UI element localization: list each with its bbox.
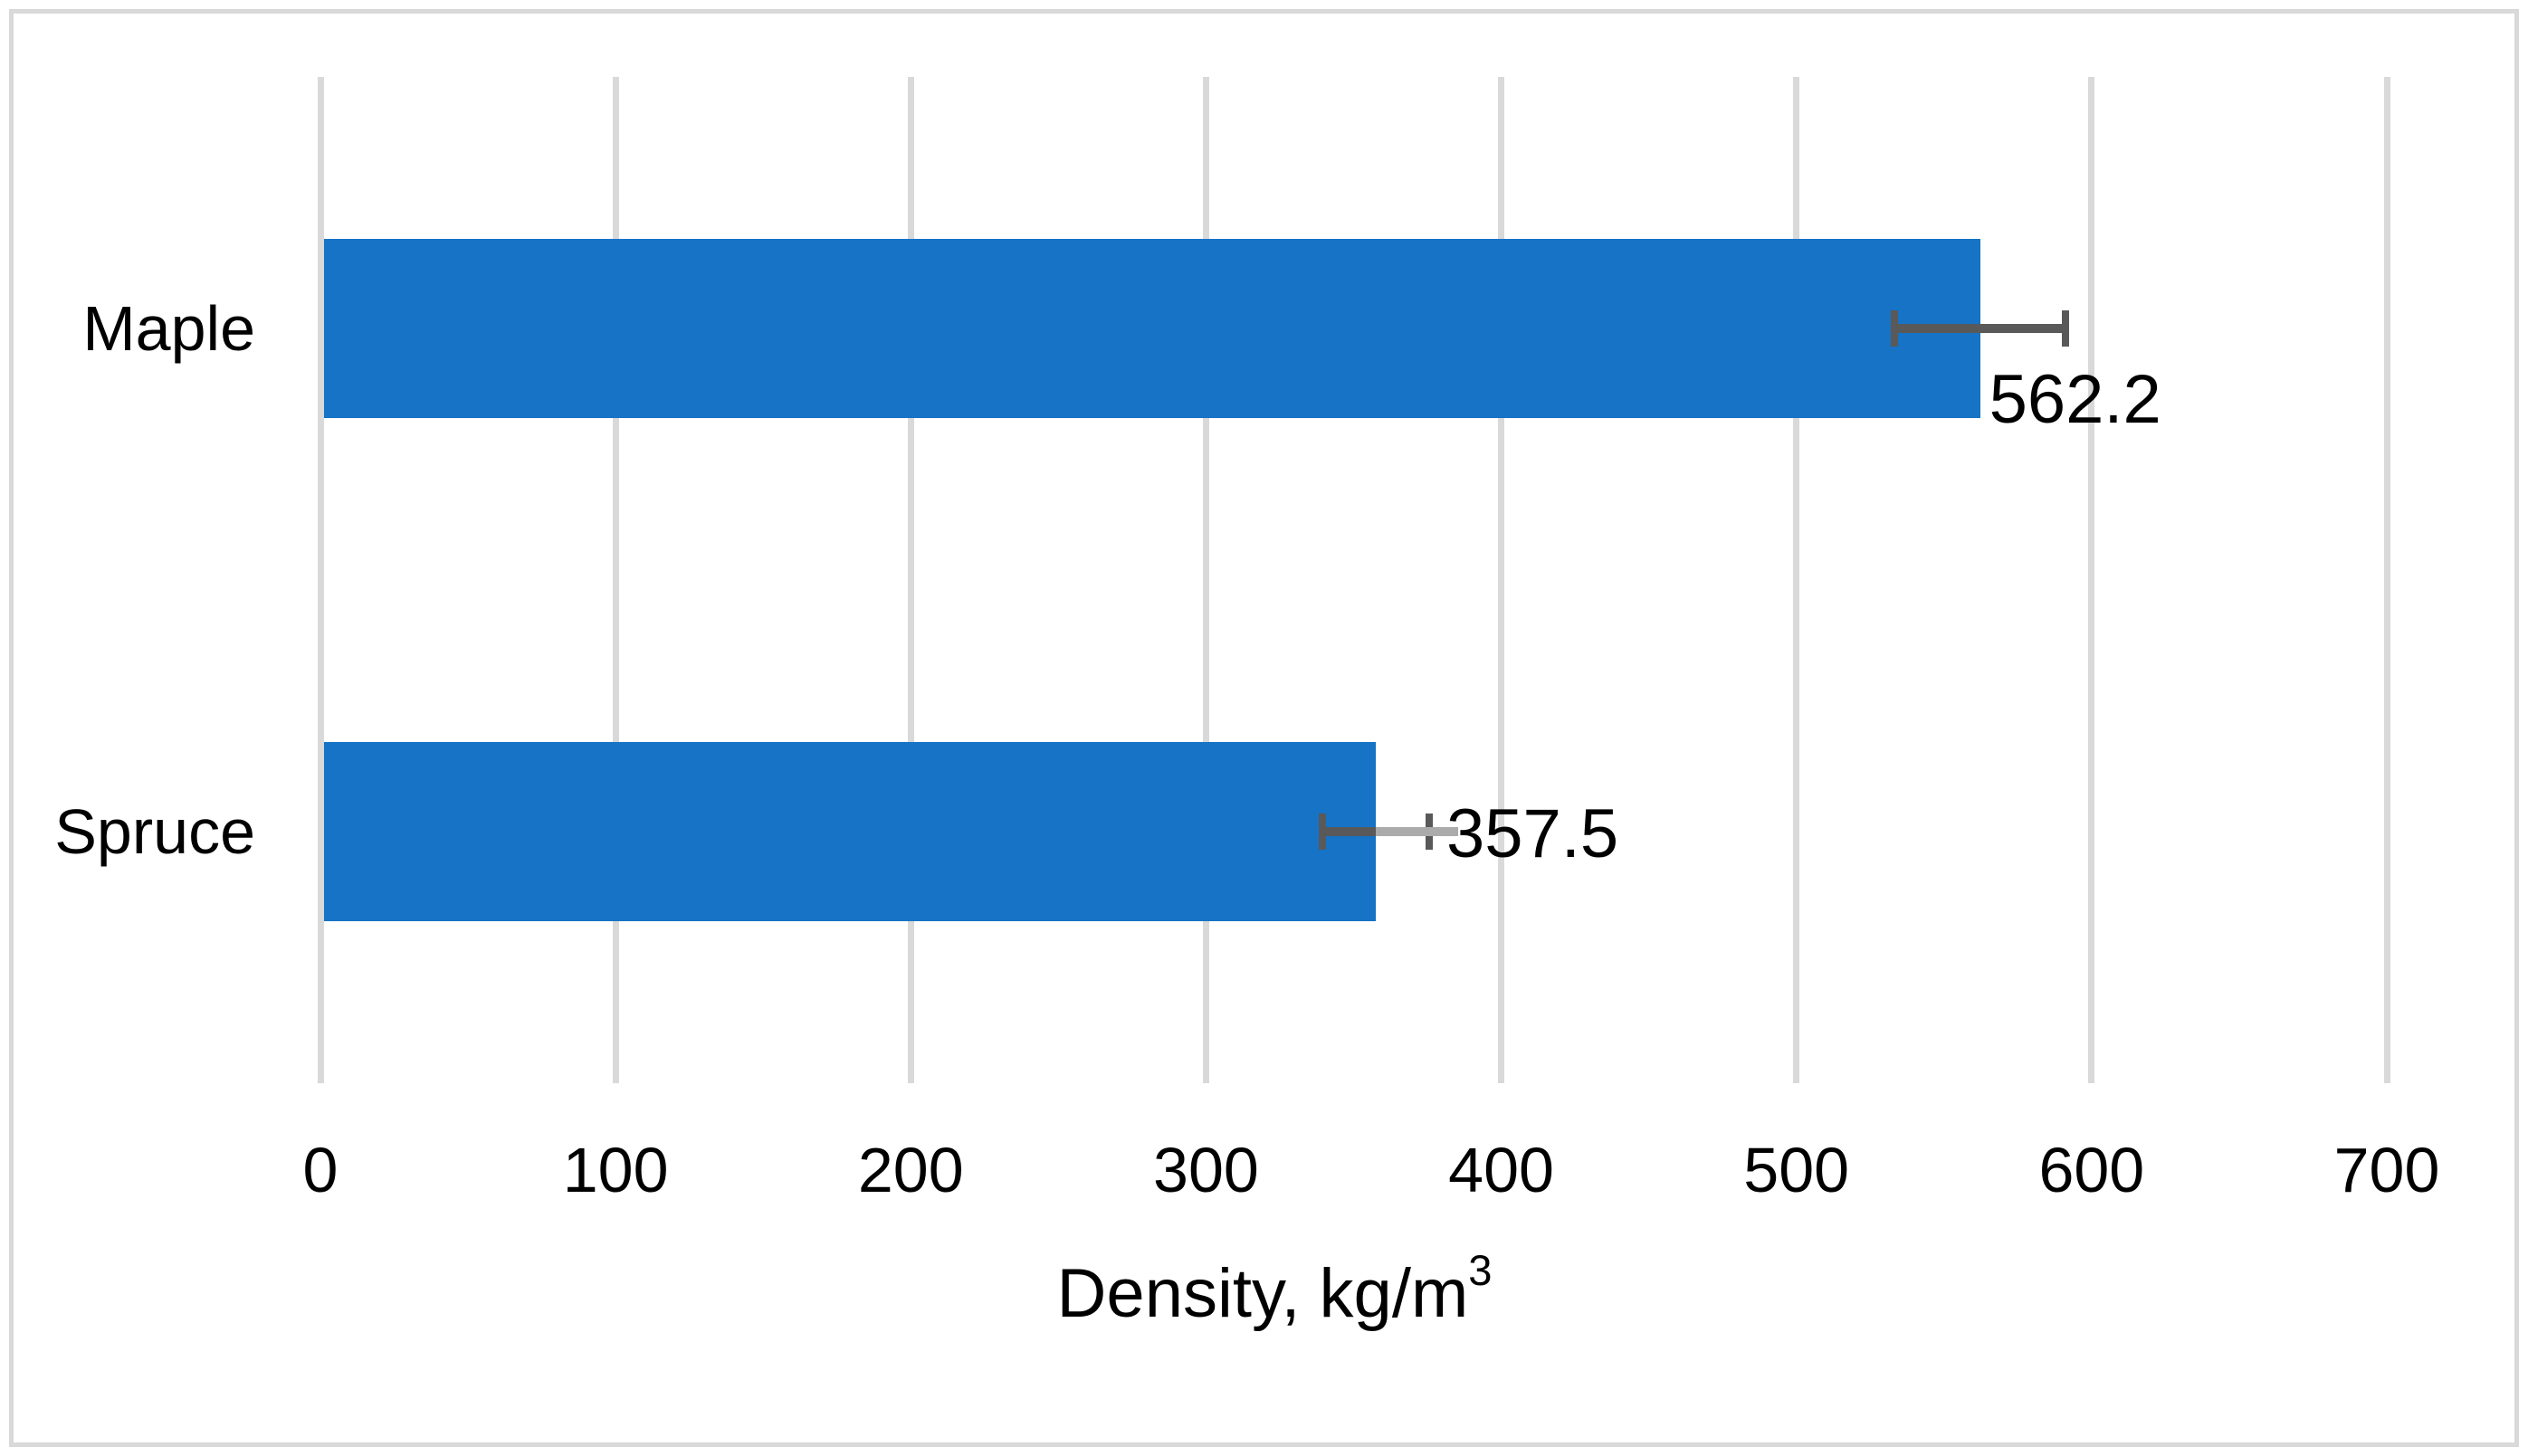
gridline: [2383, 77, 2390, 1083]
x-axis-tick-label: 0: [302, 1135, 339, 1205]
x-axis-tick-label: 300: [1153, 1135, 1259, 1205]
x-axis-tick-label: 100: [562, 1135, 669, 1205]
gridline: [1202, 77, 1209, 1083]
x-axis-title: Density, kg/m3: [731, 1249, 1817, 1335]
error-bar-line: [1894, 324, 2066, 333]
x-axis-title-exponent: 3: [1468, 1246, 1493, 1295]
error-bar-cap: [1319, 814, 1327, 850]
chart-border: [9, 9, 2519, 1447]
x-axis-tick-label: 600: [2038, 1135, 2145, 1205]
gridline: [2088, 77, 2095, 1083]
gridline: [1793, 77, 1800, 1083]
error-bar-cap: [2062, 310, 2070, 347]
data-label: 562.2: [1989, 361, 2161, 438]
x-axis-tick-label: 700: [2333, 1135, 2440, 1205]
error-bar-cap: [1890, 310, 1898, 347]
category-label-spruce: Spruce: [54, 796, 255, 867]
gridline: [612, 77, 619, 1083]
gridline: [907, 77, 914, 1083]
data-label: 357.5: [1445, 795, 1619, 872]
gridline: [1498, 77, 1505, 1083]
error-bar-light-line: [1375, 827, 1459, 836]
gridline: [317, 77, 324, 1083]
x-axis-tick-label: 200: [857, 1135, 964, 1205]
category-label-maple: Maple: [82, 293, 255, 364]
x-axis-tick-label: 400: [1448, 1135, 1554, 1205]
x-axis-tick-label: 500: [1743, 1135, 1850, 1205]
bar-maple: [324, 239, 1980, 418]
x-axis-title-text: Density, kg/m: [1056, 1255, 1469, 1332]
bar-spruce: [324, 742, 1376, 921]
